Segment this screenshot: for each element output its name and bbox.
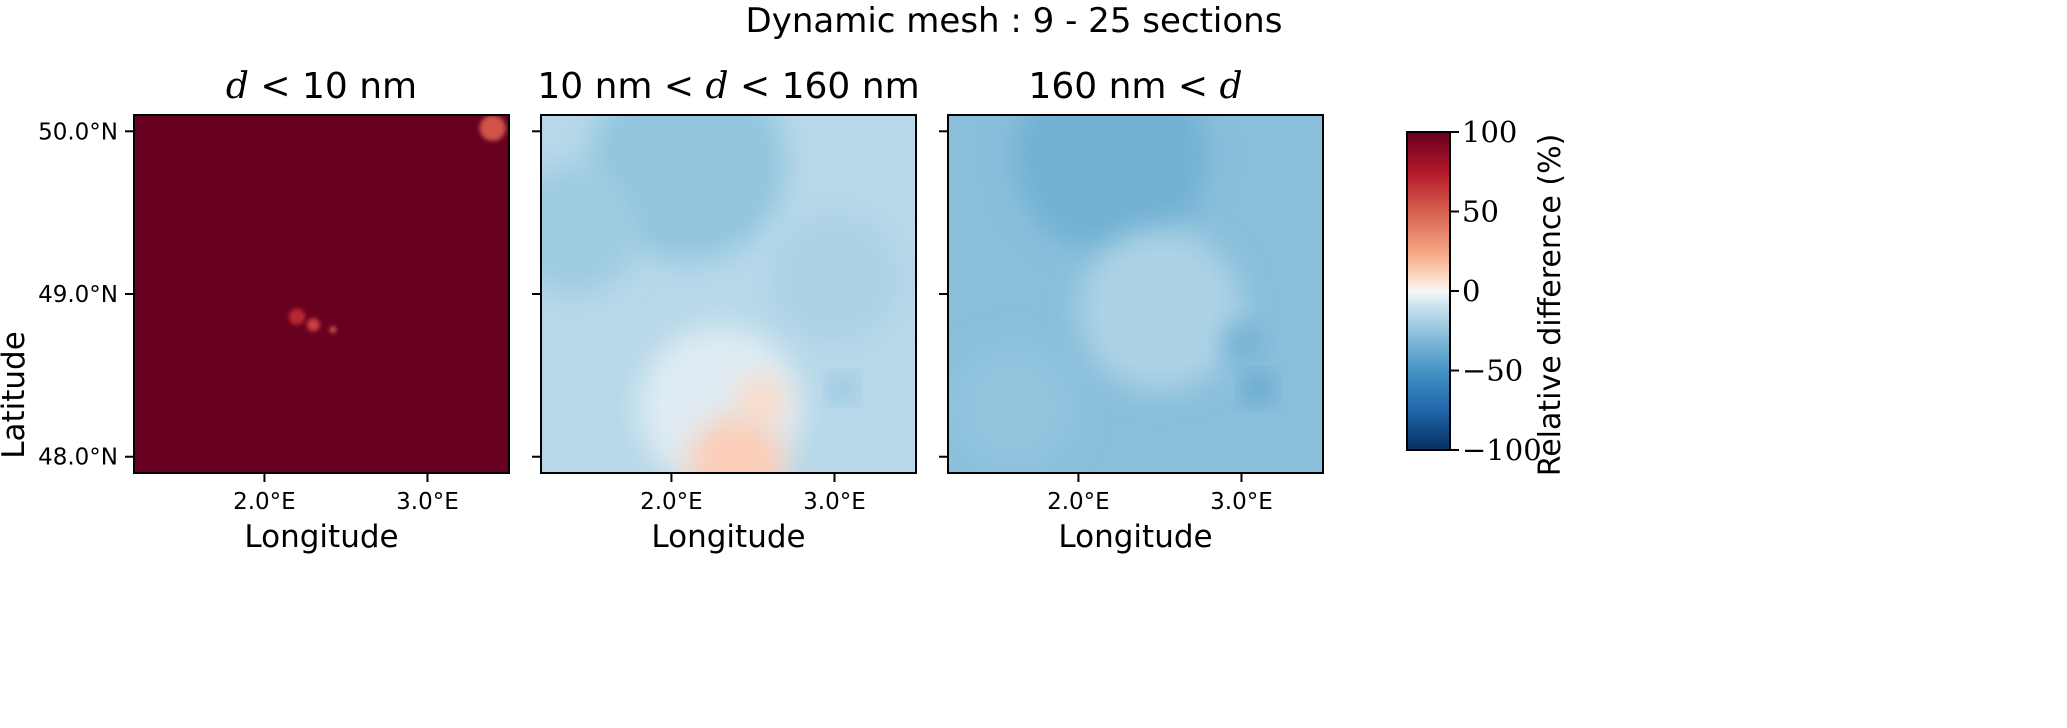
map-panel-1: 50.0°N 49.0°N 48.0°N 2.0°E 3.0°E Longitude d <… xyxy=(38,66,510,555)
heatmap-feature xyxy=(1225,326,1258,360)
heatmap-feature xyxy=(832,378,853,399)
heatmap-feature xyxy=(541,163,639,294)
colorbar-tick-label: 100 xyxy=(1462,115,1517,149)
heatmap-field xyxy=(134,115,509,473)
heatmap-feature xyxy=(736,375,786,425)
y-tick-label: 49.0°N xyxy=(38,282,118,308)
x-tick-label: 2.0°E xyxy=(640,489,703,515)
x-tick-label: 2.0°E xyxy=(1047,489,1110,515)
heatmap-feature xyxy=(306,318,320,332)
x-tick-label: 3.0°E xyxy=(1210,489,1273,515)
panel-title: 160 nm < d xyxy=(1028,66,1242,107)
map-panel-2: 2.0°E 3.0°E Longitude 10 nm < d < 160 nm xyxy=(532,66,920,555)
panel-title: d < 10 nm xyxy=(226,66,417,107)
panel-title: 10 nm < d < 160 nm xyxy=(537,66,919,107)
heatmap-feature xyxy=(948,342,1079,473)
colorbar-tick-label: −100 xyxy=(1462,433,1542,467)
heatmap-feature xyxy=(589,115,786,262)
heatmap-feature xyxy=(288,308,306,325)
colorbar-gradient xyxy=(1406,131,1451,451)
colorbar-tick-label: −50 xyxy=(1462,354,1523,388)
heatmap-feature xyxy=(479,115,506,142)
map-panel-3: 2.0°E 3.0°E Longitude 160 nm < d xyxy=(939,66,1324,555)
heatmap-feature xyxy=(687,416,786,473)
figure-title: Dynamic mesh : 9 - 25 sections xyxy=(746,1,1283,41)
y-tick-label: 48.0°N xyxy=(38,445,118,471)
x-axis-label: Longitude xyxy=(244,519,398,555)
heatmap-feature xyxy=(769,212,900,343)
colorbar-label: Relative difference (%) xyxy=(1533,134,1568,477)
x-tick-label: 2.0°E xyxy=(233,489,296,515)
colorbar-tick-label: 0 xyxy=(1462,274,1480,308)
y-axis-label: Latitude xyxy=(0,331,32,459)
x-axis-label: Longitude xyxy=(651,519,805,555)
colorbar-tick-label: 50 xyxy=(1462,195,1499,229)
x-tick-label: 3.0°E xyxy=(803,489,866,515)
heatmap-feature xyxy=(1078,228,1242,392)
x-axis-label: Longitude xyxy=(1058,519,1212,555)
heatmap-feature xyxy=(329,326,337,334)
y-tick-label: 50.0°N xyxy=(38,119,118,145)
x-tick-label: 3.0°E xyxy=(396,489,459,515)
heatmap-feature xyxy=(1246,376,1270,400)
heatmap-feature xyxy=(1013,115,1209,254)
